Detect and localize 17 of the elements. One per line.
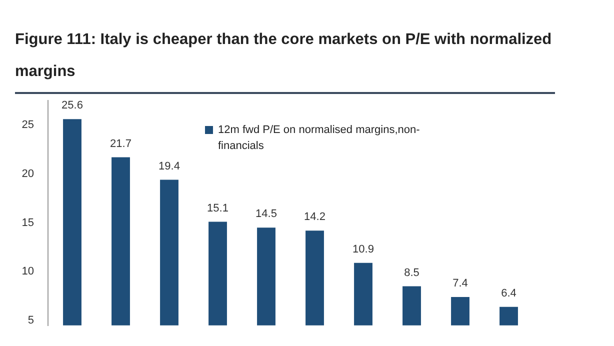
data-label: 6.4 bbox=[501, 287, 516, 300]
data-label: 8.5 bbox=[404, 266, 420, 279]
y-tick-label: 5 bbox=[28, 314, 34, 327]
y-tick-label: 10 bbox=[22, 266, 34, 278]
data-label: 7.4 bbox=[452, 278, 468, 290]
data-label: 19.4 bbox=[158, 160, 180, 172]
data-label: 25.6 bbox=[62, 100, 83, 112]
data-label: 21.7 bbox=[110, 138, 132, 150]
data-label: 10.9 bbox=[352, 243, 374, 256]
y-tick-label: 20 bbox=[22, 168, 34, 180]
data-label: 14.2 bbox=[304, 211, 326, 224]
chart-title: Figure 111: Italy is cheaper than the core markets on P/E with normalized margins bbox=[15, 24, 555, 94]
y-tick-label: 15 bbox=[22, 216, 34, 229]
data-label: 14.5 bbox=[256, 208, 277, 220]
y-tick-label: 25 bbox=[22, 119, 34, 132]
data-label: 15.1 bbox=[207, 202, 228, 214]
legend-label: 12m fwd P/E on normalised margins,non-financials bbox=[218, 123, 421, 154]
